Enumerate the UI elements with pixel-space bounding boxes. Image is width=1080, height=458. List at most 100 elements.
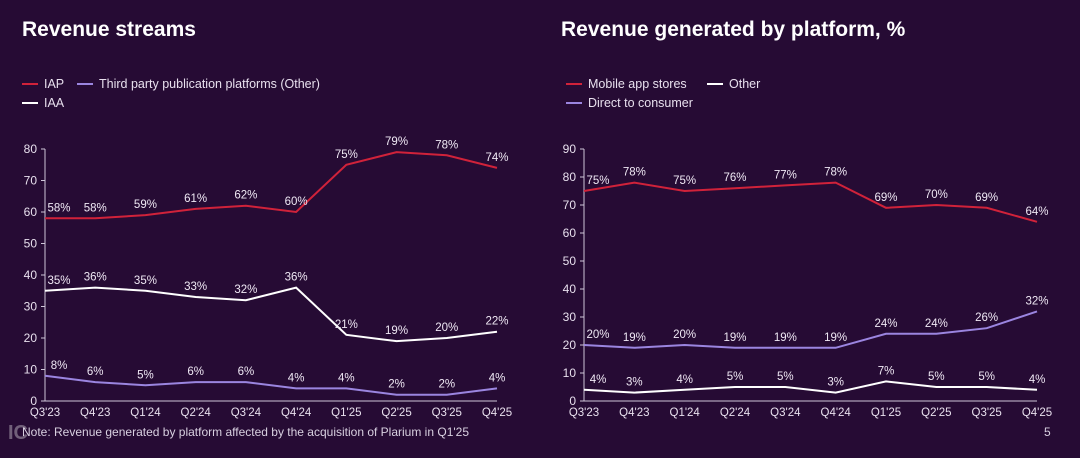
data-label: 58% — [47, 202, 70, 214]
legend-item-dtc: Direct to consumer — [566, 96, 693, 110]
legend-label: Third party publication platforms (Other… — [99, 77, 320, 91]
data-label: 36% — [84, 272, 107, 284]
data-label: 69% — [874, 192, 897, 204]
x-tick-label: Q4'24 — [281, 407, 312, 419]
data-label: 5% — [137, 369, 154, 381]
series-line-other — [583, 380, 1038, 394]
y-tick-label: 0 — [569, 394, 576, 408]
legend-item-iap: IAP — [22, 77, 64, 91]
x-tick-label: Q3'23 — [30, 407, 60, 419]
series-line-direct-to-consumer — [583, 310, 1038, 349]
y-tick-label: 80 — [563, 170, 577, 184]
x-tick-label: Q1'25 — [331, 407, 361, 419]
data-label: 59% — [134, 199, 157, 211]
y-tick-label: 70 — [24, 174, 38, 188]
data-label: 61% — [184, 193, 207, 205]
data-label: 32% — [1025, 295, 1048, 307]
data-label: 4% — [676, 374, 693, 386]
x-tick-label: Q3'24 — [770, 407, 801, 419]
data-label: 5% — [727, 371, 744, 383]
x-tick-label: Q1'25 — [871, 407, 901, 419]
series-line-iap — [45, 151, 498, 220]
data-label: 36% — [285, 272, 308, 284]
y-tick-label: 20 — [563, 338, 577, 352]
data-label: 26% — [975, 312, 998, 324]
x-tick-label: Q3'25 — [432, 407, 462, 419]
data-label: 75% — [335, 149, 358, 161]
y-tick-label: 20 — [24, 331, 38, 345]
chart-title-platform: Revenue generated by platform, % — [561, 18, 906, 41]
data-label: 70% — [925, 189, 948, 201]
x-tick-label: Q4'23 — [619, 407, 649, 419]
data-label: 77% — [774, 169, 797, 181]
watermark-logo: IC — [8, 422, 28, 444]
data-label: 6% — [187, 366, 204, 378]
legend-label: Mobile app stores — [588, 77, 687, 91]
data-label: 58% — [84, 202, 107, 214]
y-tick-label: 50 — [563, 254, 577, 268]
data-label: 4% — [288, 372, 305, 384]
x-tick-label: Q2'24 — [720, 407, 751, 419]
y-tick-label: 60 — [24, 205, 38, 219]
data-label: 19% — [824, 332, 847, 344]
data-label: 64% — [1025, 206, 1048, 218]
legend-item-other: Other — [707, 77, 760, 91]
y-tick-label: 90 — [563, 142, 577, 156]
data-label: 5% — [928, 371, 945, 383]
x-tick-label: Q1'24 — [130, 407, 161, 419]
data-label: 4% — [338, 372, 355, 384]
series-line-iaa — [44, 286, 498, 343]
x-tick-label: Q2'25 — [921, 407, 951, 419]
legend-item-mobile: Mobile app stores — [566, 77, 687, 91]
y-tick-label: 60 — [563, 226, 577, 240]
y-tick-label: 50 — [24, 237, 38, 251]
data-label: 74% — [485, 152, 508, 164]
page-number: 5 — [1044, 425, 1051, 439]
x-tick-label: Q4'24 — [821, 407, 852, 419]
data-label: 19% — [623, 332, 646, 344]
x-tick-label: Q4'25 — [482, 407, 512, 419]
data-label: 3% — [626, 377, 643, 389]
data-label: 24% — [874, 318, 897, 330]
data-label: 79% — [385, 136, 408, 148]
x-tick-label: Q4'25 — [1022, 407, 1052, 419]
data-label: 32% — [234, 284, 257, 296]
data-label: 19% — [723, 332, 746, 344]
data-label: 5% — [777, 371, 794, 383]
footnote: Note: Revenue generated by platform affe… — [22, 425, 469, 439]
series-line-mobile-app-stores — [583, 181, 1038, 223]
x-tick-label: Q2'25 — [381, 407, 411, 419]
legend-label: Direct to consumer — [588, 96, 693, 110]
data-label: 35% — [134, 275, 157, 287]
legend-label: IAP — [44, 77, 65, 91]
legend-item-other: Third party publication platforms (Other… — [77, 77, 320, 91]
data-label: 6% — [238, 366, 255, 378]
data-label: 19% — [385, 325, 408, 337]
data-label: 19% — [774, 332, 797, 344]
data-label: 20% — [435, 322, 458, 334]
y-tick-label: 40 — [24, 268, 38, 282]
y-tick-label: 10 — [24, 363, 38, 377]
data-label: 76% — [723, 172, 746, 184]
data-label: 75% — [586, 175, 609, 187]
data-label: 78% — [623, 167, 646, 179]
x-tick-label: Q3'24 — [231, 407, 262, 419]
data-label: 75% — [673, 175, 696, 187]
y-tick-label: 80 — [24, 142, 38, 156]
data-label: 4% — [590, 374, 607, 386]
data-label: 69% — [975, 192, 998, 204]
x-tick-label: Q3'25 — [972, 407, 1002, 419]
data-label: 20% — [673, 329, 696, 341]
data-label: 20% — [586, 329, 609, 341]
series-line-third-party-publication-platforms-other- — [44, 374, 498, 396]
x-tick-label: Q4'23 — [80, 407, 110, 419]
data-label: 8% — [51, 360, 68, 372]
data-label: 60% — [285, 196, 308, 208]
data-label: 6% — [87, 366, 104, 378]
data-label: 24% — [925, 318, 948, 330]
x-tick-label: Q1'24 — [670, 407, 701, 419]
data-label: 35% — [47, 275, 70, 287]
data-label: 2% — [388, 379, 405, 391]
data-label: 4% — [489, 372, 506, 384]
